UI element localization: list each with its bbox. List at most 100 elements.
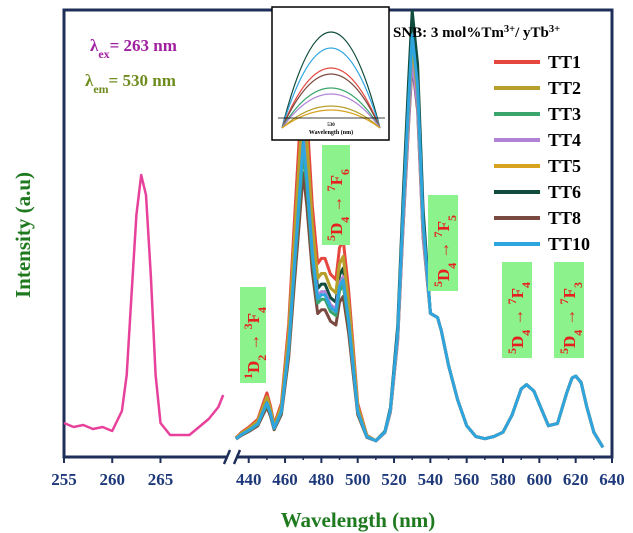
inset-curve [281,47,381,129]
transition-annotation-box [502,262,532,358]
excitation-label-part: λ [90,36,99,55]
axis-break-mark-right [232,449,242,465]
transition-label-part: F [434,221,453,231]
transition-label-part: 7 [324,185,338,191]
transition-label-part: 4 [338,217,352,223]
x-axis-b-tick-label: 640 [599,470,625,489]
x-axis-b-tick-label: 520 [381,470,407,489]
inset-curve [281,93,381,129]
transition-label-part: 4 [519,282,533,288]
legend-title-part: 3+ [549,24,560,35]
transition-label-part: F [244,313,263,323]
legend-label-tt8: TT8 [548,208,581,228]
emission-label-part: λ [85,71,94,90]
inset-curve [281,31,381,129]
axis-break-mark-left [222,449,232,465]
transition-label-part: D [244,361,263,373]
transition-label: 5D4 → 7F6 [324,169,352,241]
transition-label-part: → [434,237,453,263]
x-axis-a-tick-label: 260 [99,470,125,489]
emission-label-part: em [93,82,108,96]
transition-label-part: D [508,336,527,348]
transition-label-part: 2 [255,355,269,361]
transition-label-part: 5 [557,348,571,354]
excitation-curve [63,173,225,437]
transition-label-part: 5 [324,235,338,241]
legend-label-tt4: TT4 [548,130,581,150]
transition-label-part: D [560,336,579,348]
y-axis-title: Intensity (a.u) [11,172,35,298]
transition-label-part: D [434,269,453,281]
transition-label-part: → [327,191,346,217]
excitation-label-part: = 263 nm [110,36,177,55]
transition-label: 1D2 → 3F4 [241,307,269,379]
legend-title-part: SNB: 3 mol%Tm [393,25,504,41]
transition-label-part: 5 [445,215,459,221]
transition-label-part: F [508,288,527,298]
x-axis-b-tick-label: 460 [272,470,298,489]
x-axis-title: Wavelength (nm) [281,508,436,532]
transition-label-part: 4 [445,263,459,269]
legend-label-tt10: TT10 [548,234,590,254]
inset-curve [281,73,381,129]
transition-label-part: → [560,304,579,330]
x-axis-b-tick-label: 500 [345,470,371,489]
transition-label-part: 7 [557,298,571,304]
plot-area: 255 260 265 440 460 480 500 520 540 560 580 600 620 6… [11,6,625,532]
transition-annotation-box [240,287,266,383]
inset-curve [281,105,381,129]
legend-label-tt1: TT1 [548,52,581,72]
x-axis-b-tick-label: 540 [418,470,444,489]
x-axis-a-tick-label: 255 [51,470,77,489]
transition-annotation: 5D4 → 7F3 [554,262,585,358]
transition-label: 5D4 → 7F4 [505,282,533,354]
legend-label-tt3: TT3 [548,104,581,124]
inset-curve [281,67,381,129]
x-axis-a-tick-label: 265 [148,470,174,489]
inset-tick-label: 530 [327,123,335,128]
transition-label: 5D4 → 7F3 [557,282,585,354]
x-axis-b-tick-label: 480 [309,470,335,489]
transition-label-part: 4 [571,330,585,336]
transition-annotation-box [322,145,350,245]
transition-label-part: F [327,175,346,185]
transition-label: 5D4 → 7F5 [431,215,459,287]
legend-title-part: / yTb [514,25,549,41]
transition-label-part: 4 [255,307,269,313]
legend-title: SNB: 3 mol%Tm3+/ yTb3+ [393,24,560,42]
x-axis-b-tick-label: 440 [236,470,262,489]
emission-curve-tt10 [235,33,605,449]
legend-label-tt2: TT2 [548,78,581,98]
transition-label-part: 3 [571,282,585,288]
emission-label: λem= 530 nm [85,71,176,96]
transition-label-part: 3 [241,323,255,329]
transition-annotation-box [554,262,584,358]
transition-annotation: 5D4 → 7F5 [428,195,459,291]
inset-x-title: Wavelength (nm) [309,129,353,136]
transition-label-part: 5 [505,348,519,354]
transition-annotation: 5D4 → 7F6 [322,145,352,245]
inset-curve [281,109,381,129]
excitation-label-part: ex [98,47,109,61]
excitation-label: λex= 263 nm [90,36,177,61]
x-axis-b-tick-label: 560 [454,470,480,489]
legend-label-tt5: TT5 [548,156,581,176]
x-axis-b-tick-label: 580 [490,470,516,489]
transition-annotation: 5D4 → 7F4 [502,262,533,358]
transition-label-part: → [244,329,263,355]
transition-label-part: 6 [338,169,352,175]
transition-label-part: 7 [505,298,519,304]
x-axis-b-tick-label: 620 [563,470,589,489]
transition-label-part: → [508,304,527,330]
transition-annotation-box [428,195,458,291]
transition-annotation: 1D2 → 3F4 [240,287,269,383]
inset-curve [281,87,381,129]
emission-label-part: = 530 nm [109,71,176,90]
transition-label-part: 7 [431,231,445,237]
legend-label-tt6: TT6 [548,182,581,202]
transition-label-part: 4 [519,330,533,336]
transition-label-part: 5 [431,281,445,287]
transition-label-part: 1 [241,373,255,379]
